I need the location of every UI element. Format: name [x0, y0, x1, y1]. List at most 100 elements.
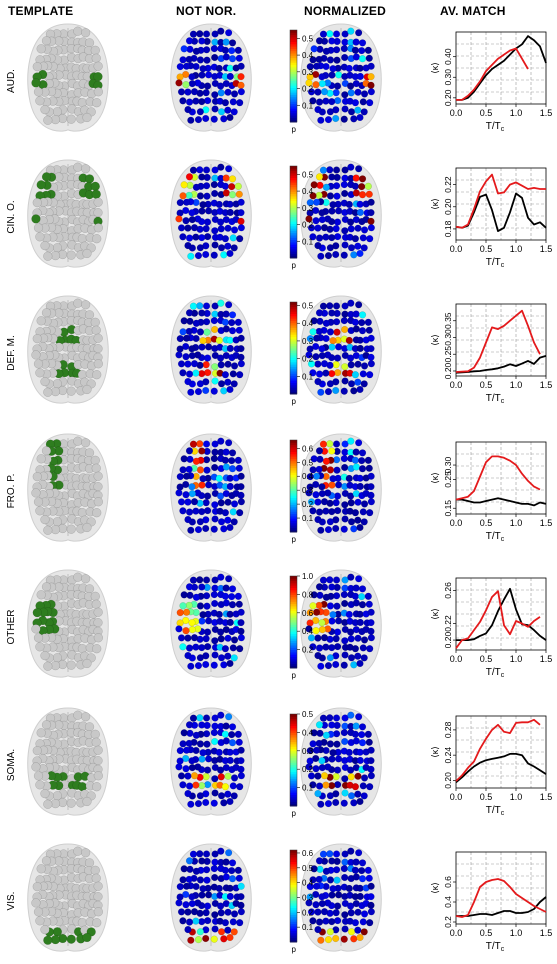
colorbar-label: p: [292, 809, 297, 818]
y-tick-label: 0.18: [443, 220, 453, 237]
brain-node: [326, 380, 334, 388]
brain-node: [182, 62, 191, 70]
x-tick-label: 0.5: [480, 928, 493, 938]
brain-node: [175, 215, 183, 223]
template-node: [93, 745, 103, 755]
av-match-plot: 0.0 0.5 1.0 1.5 0.18 0.20 0.22⟨κ⟩ T/Tc: [430, 167, 552, 269]
brain-node: [217, 573, 225, 581]
brain-node: [179, 233, 187, 241]
template-node: [41, 582, 52, 592]
brain-node: [202, 798, 210, 807]
brain-node: [226, 610, 234, 618]
brain-node: [340, 45, 348, 53]
brain-node: [320, 360, 329, 368]
brain-node: [177, 634, 186, 642]
x-tick-label: 1.5: [540, 792, 553, 802]
series-line-not-normalized: [455, 753, 547, 783]
brain-node: [305, 763, 313, 771]
brain-node: [221, 645, 230, 653]
brain-node: [332, 934, 340, 943]
colorbar-tick-label: 0.6: [302, 444, 314, 453]
brain-node: [222, 858, 230, 866]
template-node: [32, 608, 42, 618]
brain-node: [184, 105, 192, 114]
y-tick-label: 0.28: [443, 721, 453, 738]
brain-node: [366, 99, 374, 107]
brain-node: [334, 617, 343, 625]
brain-node: [351, 182, 359, 190]
brain-node: [315, 918, 324, 926]
brain-node: [226, 482, 234, 491]
brain-node: [234, 866, 242, 874]
brain-node: [182, 608, 191, 616]
brain-node: [188, 764, 196, 772]
brain-node: [328, 481, 336, 489]
brain-node: [309, 917, 317, 925]
brain-node: [341, 637, 349, 645]
brain-node: [322, 47, 330, 55]
brain-node: [187, 800, 195, 808]
template-node: [82, 248, 92, 259]
template-node: [36, 728, 46, 738]
brain-node: [356, 482, 364, 491]
brain-node: [180, 45, 188, 53]
brain-node: [352, 189, 360, 197]
brain-node: [182, 627, 190, 635]
brain-node: [351, 46, 359, 54]
brain-node: [234, 592, 242, 600]
brain-node: [204, 233, 212, 241]
brain-node: [196, 302, 204, 310]
brain-node: [199, 611, 207, 619]
brain-node: [182, 334, 191, 342]
brain-node: [326, 876, 335, 884]
brain-node: [188, 73, 196, 81]
brain-node: [365, 326, 373, 334]
colorbar: 0.1 0.2 0.3 0.4 0.5 p: [289, 710, 314, 818]
brain-node: [307, 634, 316, 642]
brain-node: [326, 714, 334, 722]
brain-node: [185, 55, 193, 64]
brain-node: [177, 360, 186, 368]
brain-node: [196, 108, 204, 116]
brain-node: [217, 244, 226, 252]
brain-node: [351, 456, 359, 464]
template-node: [93, 497, 103, 507]
template-node: [82, 522, 92, 533]
brain-node: [234, 456, 242, 464]
brain-node: [192, 457, 200, 465]
brain-node: [347, 244, 356, 252]
brain-node: [347, 499, 355, 507]
not-normalized-brain: [170, 569, 252, 678]
brain-node: [326, 602, 335, 610]
brain-node: [352, 53, 360, 61]
brain-node: [225, 713, 233, 721]
brain-node: [211, 363, 219, 371]
template-brain: [27, 707, 109, 816]
brain-node: [184, 224, 192, 232]
brain-node: [185, 309, 194, 317]
brain-node: [309, 643, 317, 651]
brain-node: [360, 518, 368, 526]
brain-node: [326, 302, 334, 310]
brain-node: [314, 224, 322, 232]
brain-node: [314, 925, 322, 934]
brain-node: [184, 908, 192, 916]
brain-node: [367, 334, 375, 342]
brain-node: [328, 755, 336, 763]
brain-node: [228, 175, 237, 183]
brain-node: [176, 63, 184, 71]
brain-node: [226, 797, 234, 806]
colorbar-tick-label: 0.2: [302, 646, 314, 655]
brain-node: [367, 772, 375, 780]
brain-node: [334, 369, 342, 377]
brain-node: [210, 525, 218, 533]
brain-node: [329, 885, 337, 893]
brain-node: [356, 892, 364, 901]
brain-node: [234, 730, 242, 738]
colorbar-tick-label: 0.2: [302, 765, 314, 774]
y-tick-label: 0.26: [443, 582, 453, 599]
brain-node: [228, 593, 236, 601]
brain-node: [340, 115, 348, 123]
brain-node: [222, 722, 230, 730]
brain-node: [340, 525, 348, 533]
